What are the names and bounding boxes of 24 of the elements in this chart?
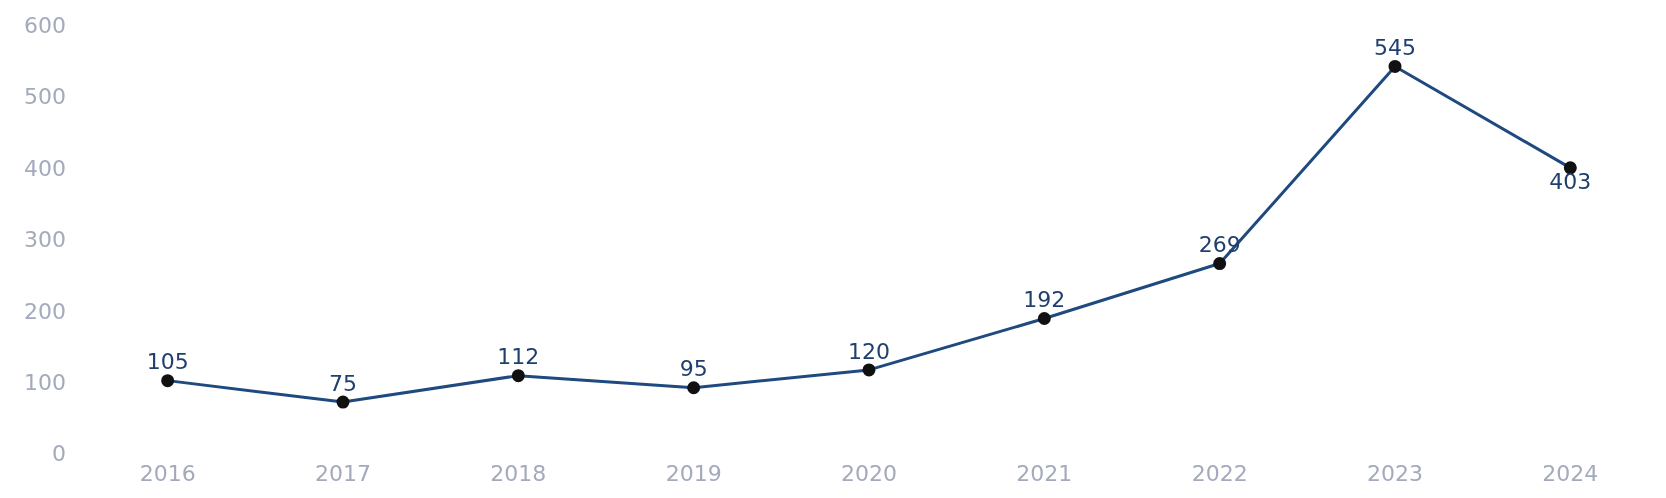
- data-label: 75: [328, 370, 357, 396]
- data-label: 105: [146, 349, 189, 375]
- x-tick-label: 2016: [139, 460, 196, 486]
- x-tick-label: 2023: [1367, 460, 1423, 486]
- x-tick-label: 2020: [841, 460, 897, 486]
- data-label: 192: [1023, 287, 1066, 313]
- y-tick-label: 300: [23, 227, 66, 253]
- x-tick-label: 2018: [490, 460, 547, 486]
- x-tick-label: 2024: [1542, 460, 1599, 486]
- y-tick-label: 200: [23, 298, 66, 324]
- x-tick-label: 2022: [1191, 460, 1248, 486]
- y-tick-label: 0: [51, 441, 66, 467]
- x-tick-label: 2019: [665, 460, 722, 486]
- data-label: 95: [679, 356, 708, 382]
- y-tick-label: 600: [23, 12, 66, 38]
- data-label: 120: [848, 338, 890, 364]
- data-label: 112: [497, 344, 540, 370]
- data-label: 403: [1549, 168, 1592, 194]
- data-label: 545: [1374, 35, 1416, 61]
- x-tick-label: 2021: [1016, 460, 1073, 486]
- y-tick-label: 100: [23, 369, 66, 395]
- y-tick-label: 500: [23, 84, 66, 110]
- x-tick-label: 2017: [314, 460, 371, 486]
- y-tick-label: 400: [23, 155, 66, 181]
